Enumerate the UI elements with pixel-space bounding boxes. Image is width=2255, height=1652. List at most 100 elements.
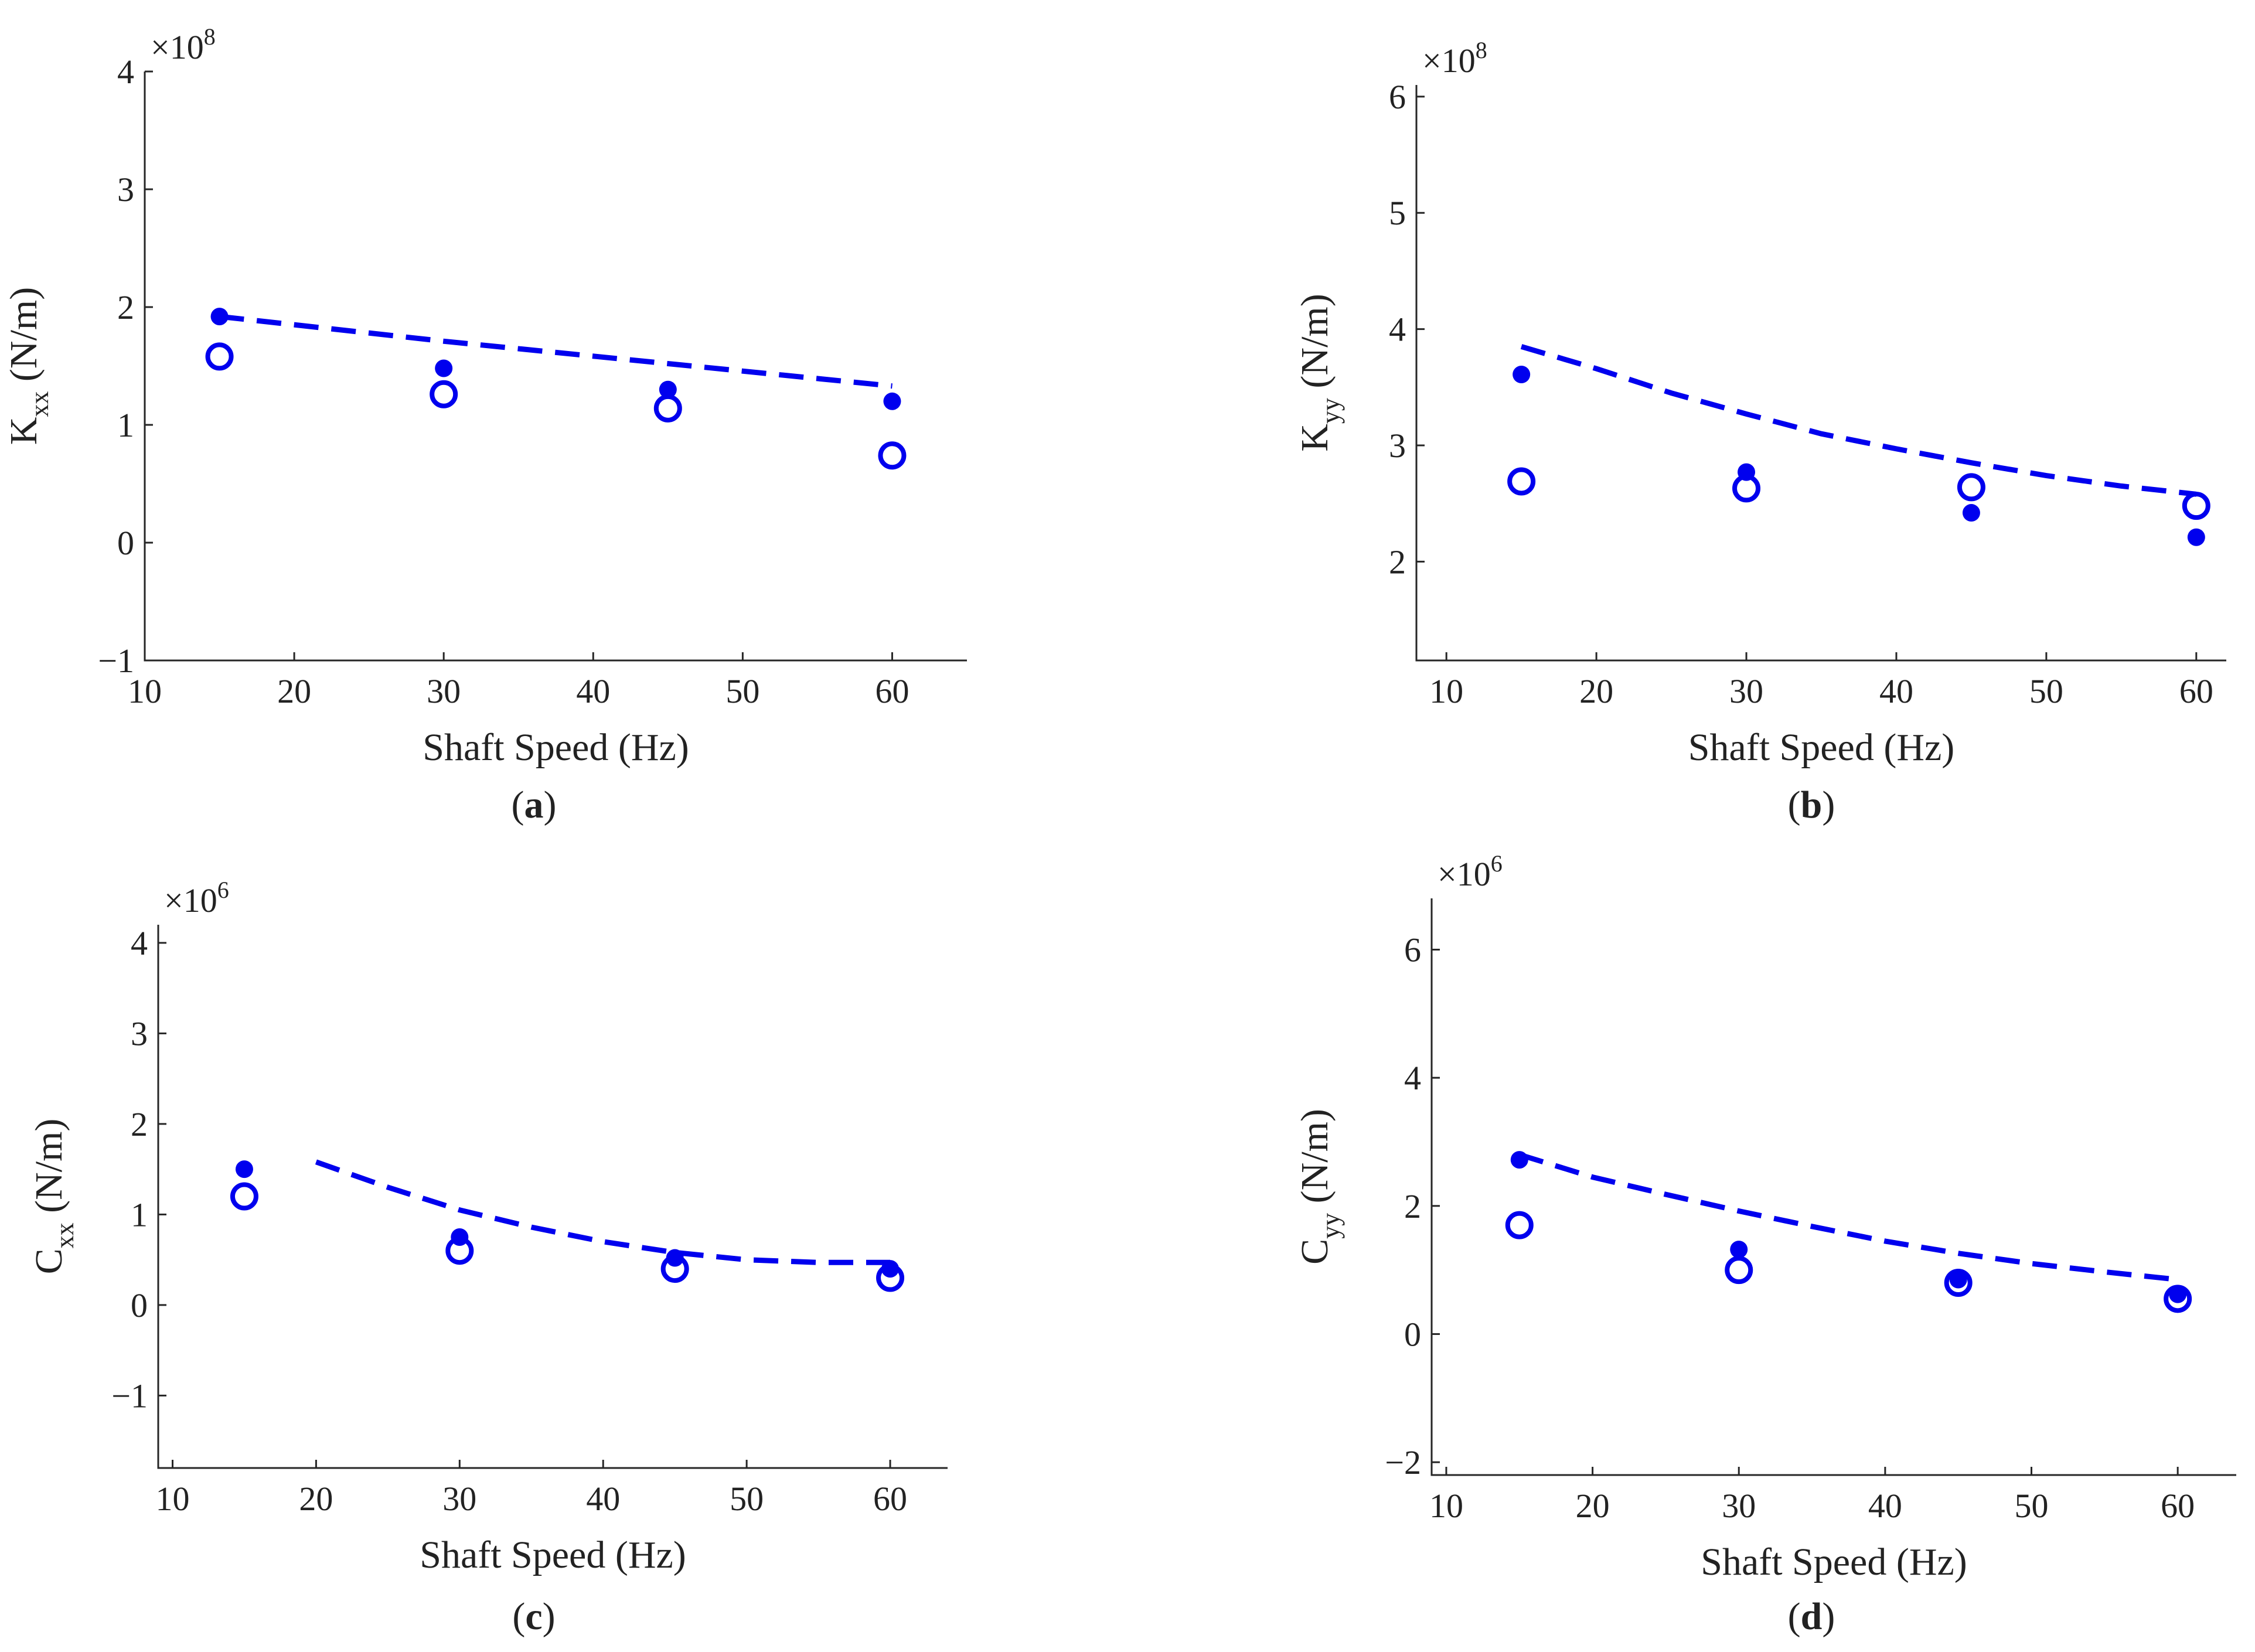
y-multiplier-base: ×10 bbox=[164, 881, 217, 919]
panel-label: (c) bbox=[512, 1595, 555, 1638]
y-tick-label: 2 bbox=[131, 1105, 148, 1143]
y-multiplier-base: ×10 bbox=[1422, 42, 1476, 80]
panel-label-letter: c bbox=[525, 1595, 542, 1638]
y-multiplier: ×108 bbox=[1422, 37, 1487, 80]
series-dashed-line bbox=[1518, 1152, 2178, 1282]
x-tick-label: 10 bbox=[1429, 1487, 1463, 1525]
y-tick-label: −1 bbox=[98, 642, 134, 680]
data-point-open bbox=[1725, 1256, 1753, 1285]
y-axis-label-sub: yy bbox=[1316, 1213, 1345, 1239]
y-tick-label: 4 bbox=[131, 924, 148, 962]
x-tick-label: 20 bbox=[277, 672, 311, 710]
y-axis-label-main: K bbox=[2, 417, 45, 445]
x-tick-label: 10 bbox=[128, 672, 162, 710]
data-point-filled bbox=[1730, 1241, 1748, 1259]
y-axis-label-sub: xx bbox=[50, 1222, 79, 1248]
data-point-filled bbox=[435, 359, 453, 377]
y-axis-label-unit: (N/m) bbox=[2, 287, 45, 391]
panel-a: 10 20 30 40 50 60 −1 0 1 2 3 4 ×108 Shaft Speed (Hz) K… bbox=[2, 23, 967, 826]
y-tick-label: 3 bbox=[117, 171, 134, 209]
y-tick-label: 2 bbox=[1404, 1187, 1421, 1225]
y-tick-label: 1 bbox=[117, 406, 134, 444]
y-tick-label: 6 bbox=[1389, 78, 1406, 116]
y-multiplier-exp: 6 bbox=[1491, 850, 1503, 877]
x-tick-label: 50 bbox=[730, 1480, 764, 1518]
data-point-open bbox=[2182, 492, 2210, 520]
y-axis-label: Cyy (N/m) bbox=[1293, 1109, 1345, 1265]
y-multiplier-exp: 6 bbox=[217, 877, 229, 903]
panel-label: (d) bbox=[1788, 1595, 1835, 1638]
y-tick-label: 4 bbox=[117, 53, 134, 91]
data-point-open bbox=[1732, 474, 1761, 503]
panel-label-letter: b bbox=[1801, 784, 1823, 826]
series-dashed-line bbox=[1520, 344, 2197, 497]
data-point-filled bbox=[1513, 365, 1531, 383]
data-point-filled bbox=[235, 1160, 253, 1178]
data-point-open bbox=[1957, 473, 1985, 502]
x-tick-label: 40 bbox=[586, 1480, 620, 1518]
y-tick-label: 4 bbox=[1389, 311, 1406, 349]
y-multiplier-base: ×10 bbox=[1438, 855, 1491, 893]
data-point-open bbox=[445, 1237, 474, 1265]
y-multiplier: ×106 bbox=[1438, 850, 1503, 893]
data-point-filled bbox=[1962, 504, 1980, 522]
y-tick-label: 4 bbox=[1404, 1059, 1421, 1097]
panel-label: (a) bbox=[512, 784, 557, 826]
y-tick-label: 3 bbox=[131, 1014, 148, 1052]
data-point-filled bbox=[2187, 528, 2205, 546]
data-point-filled bbox=[1949, 1270, 1967, 1289]
data-point-open bbox=[876, 1263, 905, 1292]
x-tick-label: 10 bbox=[155, 1480, 189, 1518]
panel-label: (b) bbox=[1788, 784, 1835, 826]
x-tick-label: 20 bbox=[1576, 1487, 1610, 1525]
y-tick-label: 1 bbox=[131, 1195, 148, 1234]
y-multiplier-base: ×10 bbox=[151, 28, 204, 66]
x-axis-label: Shaft Speed (Hz) bbox=[423, 726, 689, 769]
x-tick-label: 20 bbox=[1579, 672, 1613, 710]
x-axis-label: Shaft Speed (Hz) bbox=[1688, 726, 1955, 769]
y-axis-label-main: K bbox=[1293, 424, 1336, 452]
x-tick-label: 30 bbox=[1729, 672, 1763, 710]
x-tick-label: 60 bbox=[875, 672, 909, 710]
y-tick-label: 3 bbox=[1389, 427, 1406, 465]
x-tick-label: 10 bbox=[1429, 672, 1463, 710]
data-point-filled bbox=[659, 380, 677, 398]
y-tick-label: 5 bbox=[1389, 194, 1406, 232]
data-point-open bbox=[878, 441, 907, 470]
x-axis-label: Shaft Speed (Hz) bbox=[1701, 1541, 1967, 1583]
y-axis-label-main: C bbox=[28, 1248, 70, 1274]
data-point-open bbox=[653, 394, 682, 423]
data-point-open bbox=[1507, 467, 1536, 496]
y-axis-label-sub: xx bbox=[25, 391, 54, 417]
x-tick-label: 40 bbox=[1879, 672, 1913, 710]
data-point-open bbox=[430, 380, 458, 408]
y-tick-label: 0 bbox=[1404, 1315, 1421, 1353]
x-tick-label: 60 bbox=[2179, 672, 2213, 710]
data-point-open bbox=[2164, 1285, 2192, 1313]
x-tick-label: 60 bbox=[2161, 1487, 2195, 1525]
panel-c: 10 20 30 40 50 60 −1 0 1 2 3 4 ×106 Shaft Speed (Hz) C… bbox=[28, 877, 948, 1638]
y-tick-label: −1 bbox=[111, 1377, 148, 1415]
y-multiplier-exp: 8 bbox=[204, 23, 216, 50]
y-axis-label-unit: (N/m) bbox=[28, 1119, 70, 1223]
y-axis-label-unit: (N/m) bbox=[1293, 1109, 1336, 1213]
panel-label-letter: a bbox=[524, 784, 544, 826]
x-tick-label: 30 bbox=[1722, 1487, 1756, 1525]
y-tick-label: 2 bbox=[1389, 543, 1406, 581]
x-tick-label: 30 bbox=[442, 1480, 476, 1518]
x-tick-label: 40 bbox=[1868, 1487, 1902, 1525]
x-tick-label: 60 bbox=[873, 1480, 907, 1518]
series-dashed-line bbox=[219, 314, 893, 389]
y-tick-label: 0 bbox=[131, 1286, 148, 1324]
y-axis-label-main: C bbox=[1293, 1239, 1336, 1265]
data-point-open bbox=[1944, 1269, 1973, 1297]
data-point-open bbox=[660, 1255, 689, 1283]
x-tick-label: 20 bbox=[299, 1480, 333, 1518]
x-tick-label: 50 bbox=[725, 672, 759, 710]
axes-box bbox=[1430, 898, 2236, 1476]
panel-label-letter: d bbox=[1801, 1595, 1823, 1638]
x-tick-label: 40 bbox=[576, 672, 610, 710]
y-axis-label-sub: yy bbox=[1316, 398, 1345, 424]
